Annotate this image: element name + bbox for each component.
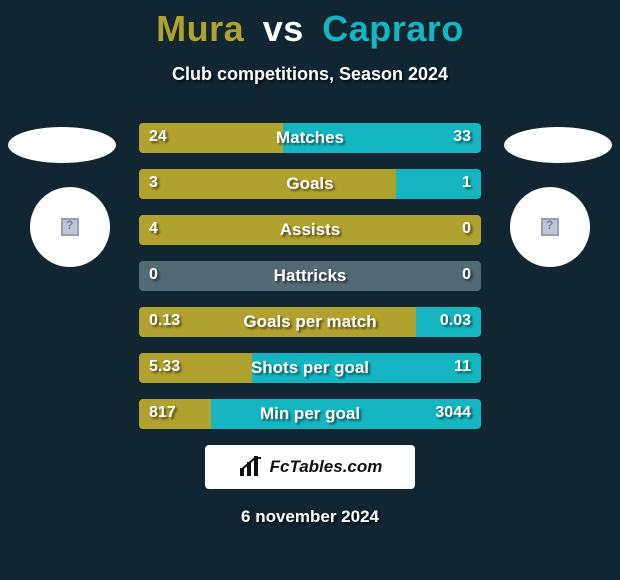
placeholder-icon — [541, 218, 559, 236]
subtitle: Club competitions, Season 2024 — [0, 64, 620, 85]
bar-segment-right — [416, 307, 481, 337]
brand-text: FcTables.com — [270, 457, 383, 477]
bar-segment-right — [396, 169, 482, 199]
stat-row: Min per goal8173044 — [139, 399, 481, 429]
player-badge-left — [30, 187, 110, 267]
title-vs: vs — [263, 8, 304, 49]
bar-segment-left — [139, 169, 396, 199]
chart-icon — [238, 456, 264, 478]
title-player2: Capraro — [322, 8, 464, 49]
stat-row: Hattricks00 — [139, 261, 481, 291]
title-player1: Mura — [156, 8, 244, 49]
bar-segment-left — [139, 123, 283, 153]
placeholder-icon — [61, 218, 79, 236]
bar-segment-neutral — [139, 261, 481, 291]
stat-row: Assists40 — [139, 215, 481, 245]
bar-segment-left — [139, 215, 481, 245]
bar-segment-left — [139, 399, 211, 429]
bar-segment-right — [283, 123, 481, 153]
player-badge-right — [510, 187, 590, 267]
bar-segment-left — [139, 353, 252, 383]
stat-row: Matches2433 — [139, 123, 481, 153]
brand-badge: FcTables.com — [205, 445, 415, 489]
bar-segment-right — [252, 353, 481, 383]
bar-segment-left — [139, 307, 416, 337]
bar-segment-right — [211, 399, 481, 429]
stat-row: Shots per goal5.3311 — [139, 353, 481, 383]
comparison-stage: Matches2433 Goals31 Assists40 Hattricks00 Go… — [0, 123, 620, 429]
stat-bars: Matches2433 Goals31 Assists40 Hattricks00 Go… — [139, 123, 481, 429]
flag-right — [504, 127, 612, 163]
stat-row: Goals per match0.130.03 — [139, 307, 481, 337]
stat-row: Goals31 — [139, 169, 481, 199]
date: 6 november 2024 — [0, 507, 620, 527]
flag-left — [8, 127, 116, 163]
page-title: Mura vs Capraro — [0, 0, 620, 50]
